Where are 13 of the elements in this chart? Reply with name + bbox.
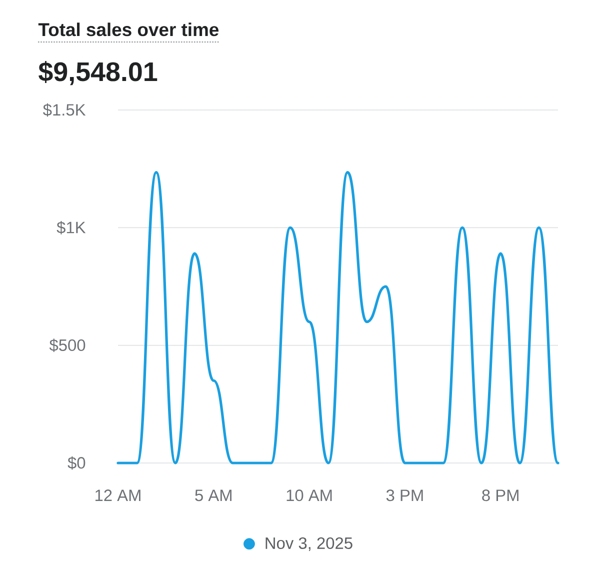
- x-tick-label: 10 AM: [286, 490, 332, 502]
- x-tick-label: 3 PM: [386, 490, 423, 502]
- x-tick-label: 5 AM: [195, 490, 232, 502]
- y-tick-label: $1K: [56, 221, 86, 234]
- chart-subtitle: $9,548.01: [38, 61, 158, 86]
- chart-title: Total sales over time: [38, 22, 219, 36]
- y-tick-label: $500: [49, 338, 86, 352]
- y-tick-label: $1.5K: [43, 103, 86, 117]
- line-series: [116, 171, 560, 464]
- x-tick-label: 12 AM: [95, 490, 140, 501]
- legend-label: Nov 3, 2025: [266, 537, 352, 551]
- y-tick-label: $0: [68, 456, 86, 470]
- x-tick-label: 8 PM: [482, 490, 518, 502]
